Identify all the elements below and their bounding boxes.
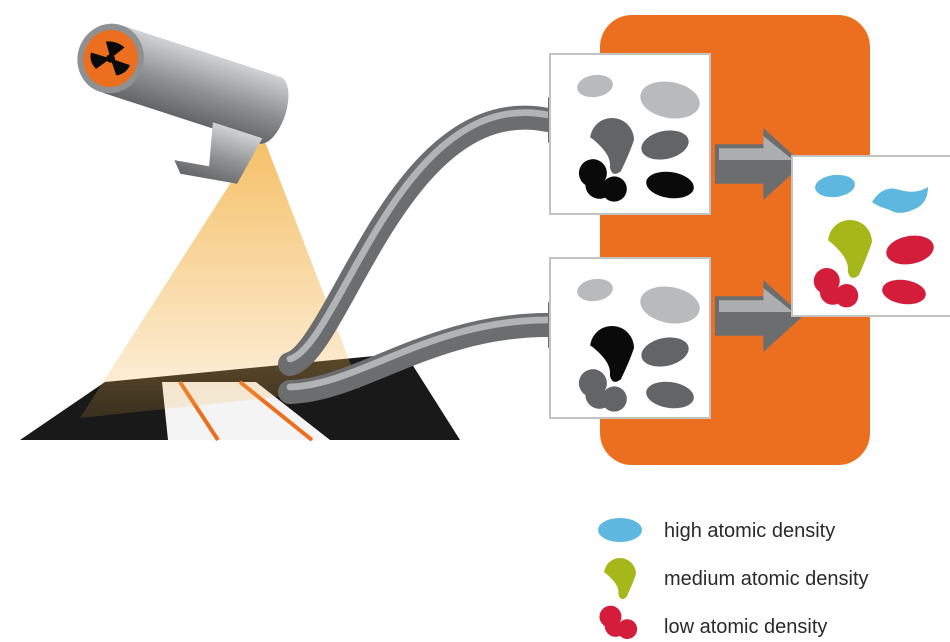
legend-label: high atomic density (664, 520, 835, 542)
legend-swatch (598, 518, 642, 542)
legend-label: low atomic density (664, 616, 827, 638)
legend-label: medium atomic density (664, 568, 869, 590)
legend-row: low atomic density (599, 606, 827, 639)
blob (604, 558, 636, 599)
legend-row: medium atomic density (604, 558, 869, 599)
legend-row: high atomic density (598, 518, 835, 542)
blob (599, 606, 637, 639)
